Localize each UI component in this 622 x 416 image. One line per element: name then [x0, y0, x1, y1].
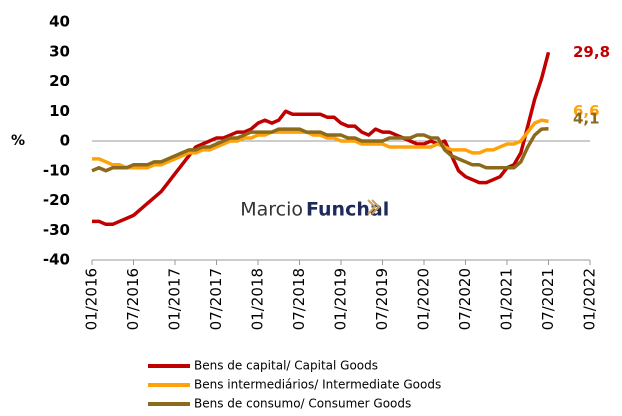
end-label: 4,1: [573, 109, 600, 127]
y-tick-label: -30: [43, 221, 70, 239]
x-tick-label: 07/2018: [290, 268, 308, 330]
x-tick-label: 07/2020: [456, 268, 474, 330]
x-tick-label: 01/2021: [498, 268, 516, 330]
x-tick-label: 01/2017: [166, 268, 184, 330]
x-tick-label: 07/2019: [373, 268, 391, 330]
y-tick-label: 20: [49, 72, 70, 90]
legend-label: Bens de consumo/ Consumer Goods: [194, 397, 411, 411]
watermark: Funchal: [306, 199, 389, 221]
legend-label: Bens de capital/ Capital Goods: [194, 359, 378, 373]
y-tick-label: 30: [49, 42, 70, 60]
watermark: Marcio: [240, 199, 303, 221]
y-tick-label: 0: [60, 132, 70, 150]
y-tick-label: -10: [43, 161, 70, 179]
x-tick-label: 01/2022: [581, 268, 599, 330]
x-tick-label: 01/2018: [249, 268, 267, 330]
end-label: 29,8: [573, 43, 610, 61]
x-tick-label: 01/2016: [83, 268, 101, 330]
y-tick-label: 40: [49, 13, 70, 31]
x-tick-label: 07/2017: [207, 268, 225, 330]
y-tick-label: -40: [43, 251, 70, 269]
end-label: 6,6: [573, 102, 600, 120]
y-tick-label: 10: [49, 102, 70, 120]
x-tick-label: 01/2020: [415, 268, 433, 330]
series-line: [92, 51, 551, 227]
x-tick-label: 07/2016: [124, 268, 142, 330]
x-tick-label: 01/2019: [332, 268, 350, 330]
watermark-logo: [367, 199, 381, 215]
y-tick-label: -20: [43, 191, 70, 209]
x-tick-label: 07/2021: [539, 268, 557, 330]
legend-label: Bens intermediários/ Intermediate Goods: [194, 378, 441, 392]
series-line: [92, 118, 549, 170]
y-axis-label: %: [11, 133, 25, 149]
series-line: [91, 127, 549, 173]
